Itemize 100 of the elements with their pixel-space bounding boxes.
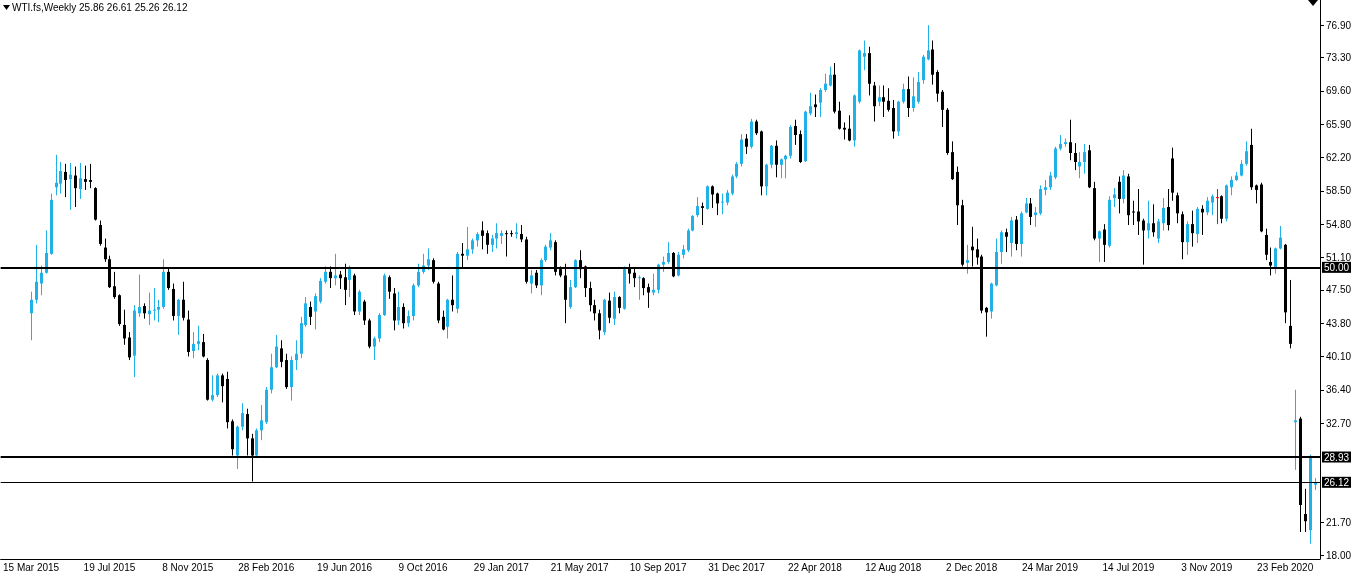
y-tick-label: 69.60 (1326, 85, 1352, 97)
candlestick (1137, 188, 1140, 236)
x-tick-label: 23 Feb 2020 (1257, 561, 1314, 573)
candlestick (882, 85, 885, 118)
x-tick-label: 2 Dec 2018 (946, 561, 998, 573)
x-tick-label: 14 Jul 2019 (1102, 561, 1155, 573)
candlestick (202, 333, 205, 358)
candlestick (838, 101, 841, 131)
candlestick (334, 253, 337, 286)
candlestick (1122, 169, 1125, 204)
candlestick (1147, 200, 1150, 240)
x-tick-label: 28 Feb 2016 (238, 561, 295, 573)
candlestick (1206, 196, 1209, 216)
candlestick (280, 339, 283, 368)
candlestick (873, 81, 876, 123)
x-tick-label: 31 Dec 2017 (708, 561, 766, 573)
x-tick-label: 9 Oct 2016 (398, 561, 448, 573)
candlestick (64, 163, 67, 198)
candlestick (716, 192, 719, 216)
y-tick-label: 65.90 (1326, 118, 1352, 130)
candlestick (515, 222, 518, 240)
candlestick (358, 289, 361, 316)
candlestick (1103, 223, 1106, 263)
candlestick (1118, 175, 1121, 214)
candlestick (153, 287, 156, 321)
candlestick (1191, 210, 1194, 248)
candlestick (1049, 171, 1052, 191)
candlestick (706, 184, 709, 211)
candlestick (843, 121, 846, 141)
candlestick (1294, 389, 1297, 471)
candlestick (809, 92, 812, 116)
candlestick (598, 309, 601, 340)
candlestick (770, 144, 773, 169)
candlestick (270, 353, 273, 394)
candlestick (1304, 488, 1307, 533)
candlestick (442, 310, 445, 331)
candlestick (40, 265, 43, 296)
candlestick (569, 279, 572, 310)
x-tick-label: 12 Aug 2018 (865, 561, 922, 573)
y-tick-label: 47.50 (1326, 284, 1352, 296)
y-tick-label: 21.70 (1326, 516, 1352, 528)
candlestick (505, 229, 508, 258)
x-tick-label: 24 Mar 2019 (1021, 561, 1079, 573)
candlestick (721, 193, 724, 215)
candlestick (221, 373, 224, 403)
candlestick (1034, 206, 1037, 228)
candlestick (1083, 143, 1086, 175)
candlestick (863, 40, 866, 71)
candlestick (466, 226, 469, 261)
candlestick (373, 336, 376, 361)
candlestick (402, 302, 405, 330)
x-tick-label: 22 Apr 2018 (787, 561, 843, 573)
candlestick (1274, 247, 1277, 275)
y-tick-label: 73.30 (1326, 52, 1352, 64)
candlestick (819, 87, 822, 118)
candlestick (1005, 228, 1008, 253)
y-tick-label: 43.80 (1326, 317, 1352, 329)
candlestick (927, 24, 930, 61)
y-tick-label: 40.10 (1326, 350, 1352, 362)
candlestick (848, 114, 851, 142)
candlestick (917, 71, 920, 105)
candlestick (295, 339, 298, 371)
candlestick (1157, 218, 1160, 244)
candlestick (1176, 192, 1179, 224)
x-tick-label: 29 Jan 2017 (473, 561, 530, 573)
candlestick (388, 274, 391, 300)
candlestick (348, 265, 351, 298)
x-tick-label: 19 Jun 2016 (317, 561, 373, 573)
y-tick-label: 76.90 (1326, 19, 1352, 31)
candlestick (1186, 220, 1189, 256)
y-tick-label: 54.80 (1326, 218, 1352, 230)
candlestick (1142, 218, 1145, 266)
y-tick-label: 62.20 (1326, 152, 1352, 164)
y-tick-label: 18.00 (1326, 549, 1352, 561)
y-tick-label: 51.10 (1326, 251, 1352, 263)
candlestick (1211, 193, 1214, 216)
candlestick (451, 274, 454, 312)
candlestick (260, 404, 263, 441)
candlestick (427, 247, 430, 271)
candlestick (241, 402, 244, 431)
candlestick (966, 244, 969, 275)
candlestick (824, 73, 827, 93)
x-tick-label: 8 Nov 2015 (162, 561, 214, 573)
candlestick (486, 229, 489, 255)
candlestick (892, 99, 895, 140)
candlestick (765, 163, 768, 196)
candlestick (1289, 279, 1292, 349)
candlestick (79, 162, 82, 200)
candlestick (1029, 197, 1032, 226)
candlestick (912, 76, 915, 113)
candlestick (613, 291, 616, 326)
candlestick (1074, 142, 1077, 171)
candlestick (1230, 175, 1233, 196)
candlestick (887, 87, 890, 113)
candlestick (1216, 188, 1219, 225)
y-tick-label: 32.70 (1326, 417, 1352, 429)
candlestick (309, 301, 312, 326)
x-tick-label: 3 Nov 2019 (1181, 561, 1233, 573)
candlestick (701, 202, 704, 226)
candlestick (1069, 119, 1072, 161)
